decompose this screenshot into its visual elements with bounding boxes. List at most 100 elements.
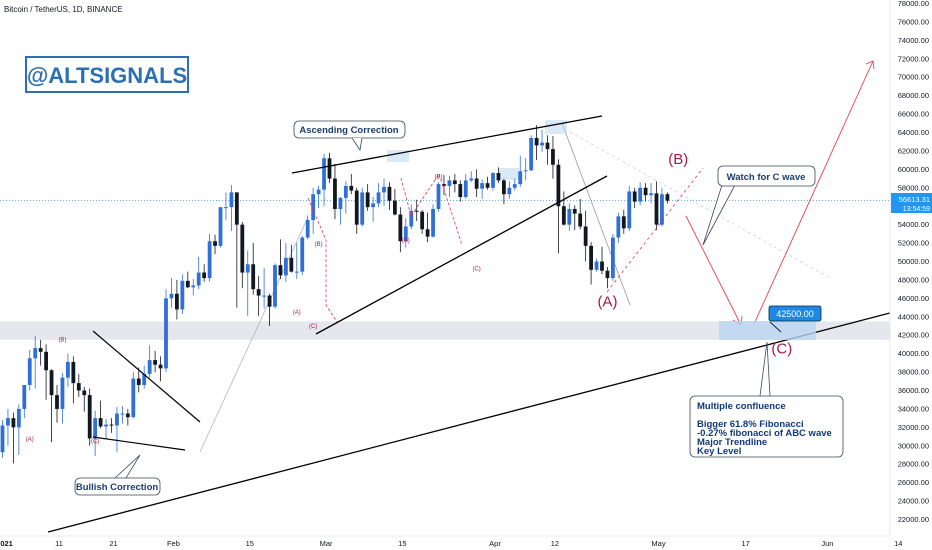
- candle-body: [240, 224, 245, 273]
- candle-up: [611, 233, 615, 281]
- candle-up: [22, 384, 27, 419]
- wave-label-big: (B): [668, 151, 688, 168]
- candle-body: [27, 358, 32, 385]
- price-axis[interactable]: [890, 0, 932, 550]
- wave-label-small: (B): [315, 242, 323, 248]
- wave-path-may: [606, 167, 704, 293]
- candle-up: [382, 178, 386, 207]
- candle-body: [583, 226, 588, 246]
- candle-body: [660, 194, 664, 225]
- small-wave-paths: [307, 167, 704, 323]
- target-price-text: 42500.00: [776, 309, 814, 319]
- candle-body: [371, 203, 375, 208]
- price-axis-ticks: 22000.00 24000.00 26000.00 28000.00 30000.00…: [898, 0, 929, 524]
- candle-up: [305, 215, 310, 240]
- time-axis[interactable]: [0, 536, 890, 550]
- candle-up: [463, 173, 468, 199]
- candle-up: [120, 406, 125, 424]
- ascending-top-line: [291, 115, 603, 174]
- wave-label-small: (C): [472, 267, 480, 273]
- target-zone-box: [719, 321, 816, 340]
- candle-down: [38, 339, 43, 366]
- candle-down: [240, 221, 245, 289]
- candle-down: [496, 167, 501, 184]
- candle-body: [164, 298, 168, 369]
- candle-body: [125, 413, 130, 418]
- candle-body: [327, 158, 332, 179]
- drop-arrow: [685, 215, 742, 326]
- altsignals-watermark: @ALTSIGNALS: [25, 56, 189, 93]
- candle-down: [605, 267, 610, 289]
- candle-up: [480, 179, 484, 199]
- price-tick-label: 52000.00: [898, 239, 929, 248]
- candle-body: [409, 210, 414, 227]
- candle-body: [120, 413, 125, 415]
- candle-body: [605, 270, 610, 279]
- candle-body: [600, 261, 604, 271]
- wave-label-small: (A): [402, 238, 410, 244]
- candle-body: [55, 395, 59, 409]
- confluence-line: -0.27% fibonacci of ABC wave: [697, 428, 832, 439]
- faint-support-line: [199, 216, 309, 453]
- candle-body: [109, 424, 114, 426]
- candle-up: [491, 172, 495, 191]
- candle-body: [196, 272, 201, 286]
- price-tick-label: 66000.00: [898, 110, 929, 119]
- candle-body: [66, 361, 70, 378]
- candle-up: [616, 212, 621, 244]
- candle-body: [273, 265, 277, 307]
- multiple-confluence-callout[interactable]: Multiple confluence Bigger 61.8% Fibonac…: [689, 341, 844, 458]
- candle-up: [16, 404, 21, 455]
- price-tick-label: 22000.00: [898, 515, 929, 524]
- candle-up: [6, 408, 10, 446]
- candle-body: [611, 237, 615, 279]
- candle-down: [11, 412, 16, 464]
- candle-body: [158, 364, 163, 369]
- candle-body: [38, 348, 43, 352]
- bullish-correction-callout[interactable]: Bullish Correction: [74, 454, 161, 496]
- candle-body: [403, 226, 408, 242]
- candle-body: [387, 186, 392, 201]
- candle-up: [360, 187, 365, 227]
- candle-body: [502, 180, 506, 195]
- candle-body: [229, 192, 234, 208]
- time-tick-label: 15: [246, 539, 254, 548]
- price-tick-label: 30000.00: [898, 441, 929, 450]
- candle-up: [469, 171, 474, 183]
- candle-body: [447, 180, 452, 186]
- candle-body: [649, 193, 653, 196]
- candle-body: [267, 295, 272, 307]
- target-pointer: [769, 321, 782, 333]
- candle-body: [300, 237, 305, 272]
- target-price-label[interactable]: 42500.00: [768, 305, 822, 322]
- candle-body: [643, 187, 648, 196]
- candle-body: [420, 211, 425, 230]
- candle-up: [224, 192, 228, 221]
- faint-projection-line: [569, 131, 831, 279]
- candle-body: [338, 197, 343, 209]
- ascending-correction-callout[interactable]: Ascending Correction: [293, 120, 406, 152]
- watch-c-wave-callout[interactable]: Watch for C wave: [702, 165, 816, 246]
- candle-down: [213, 234, 217, 255]
- candle-body: [207, 241, 212, 279]
- candle-body: [480, 183, 484, 189]
- candle-body: [22, 384, 27, 409]
- candle-up: [649, 183, 653, 204]
- candle-body: [572, 208, 577, 214]
- candle-down: [267, 293, 272, 326]
- time-tick-label: Apr: [489, 539, 501, 548]
- candle-body: [87, 395, 92, 439]
- candle-up: [594, 258, 599, 272]
- candle-body: [561, 206, 566, 225]
- wave-label-small: (B): [58, 338, 66, 344]
- price-tick-label: 62000.00: [898, 146, 929, 155]
- candles: [0, 125, 670, 464]
- price-tick-label: 24000.00: [898, 497, 929, 506]
- candle-body: [6, 418, 10, 426]
- candle-down: [202, 264, 207, 282]
- candle-body: [632, 191, 637, 202]
- candle-down: [414, 199, 419, 221]
- candle-body: [82, 390, 87, 396]
- candle-body: [567, 208, 572, 225]
